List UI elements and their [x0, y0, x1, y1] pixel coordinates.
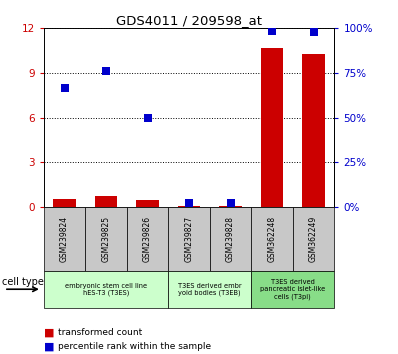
Bar — [44, 207, 85, 271]
Point — [227, 200, 234, 205]
Text: GSM239827: GSM239827 — [185, 216, 193, 262]
Bar — [261, 48, 283, 207]
Bar — [136, 200, 159, 207]
Text: GSM239825: GSM239825 — [101, 216, 111, 262]
Text: percentile rank within the sample: percentile rank within the sample — [58, 342, 211, 352]
Bar — [85, 207, 127, 271]
Bar — [210, 207, 251, 271]
Bar — [127, 207, 168, 271]
Title: GDS4011 / 209598_at: GDS4011 / 209598_at — [116, 14, 262, 27]
Point — [269, 28, 275, 33]
Text: T3ES derived embr
yoid bodies (T3EB): T3ES derived embr yoid bodies (T3EB) — [178, 282, 242, 296]
Text: ■: ■ — [44, 342, 54, 352]
Text: ■: ■ — [44, 328, 54, 338]
Text: T3ES derived
pancreatic islet-like
cells (T3pi): T3ES derived pancreatic islet-like cells… — [260, 279, 326, 299]
Point — [61, 85, 68, 91]
Bar — [293, 207, 334, 271]
Point — [186, 200, 192, 205]
Point — [144, 115, 151, 121]
Text: GSM362249: GSM362249 — [309, 216, 318, 262]
Text: embryonic stem cell line
hES-T3 (T3ES): embryonic stem cell line hES-T3 (T3ES) — [65, 282, 147, 296]
Bar — [53, 199, 76, 207]
Text: transformed count: transformed count — [58, 328, 142, 337]
Bar — [219, 206, 242, 207]
Text: GSM362248: GSM362248 — [267, 216, 277, 262]
Bar — [168, 207, 210, 271]
Bar — [178, 206, 201, 207]
Bar — [44, 271, 168, 308]
Text: GSM239828: GSM239828 — [226, 216, 235, 262]
Bar — [251, 207, 293, 271]
Bar — [95, 196, 117, 207]
Point — [310, 29, 317, 35]
Point — [103, 68, 109, 74]
Text: GSM239824: GSM239824 — [60, 216, 69, 262]
Text: cell type: cell type — [2, 276, 44, 287]
Text: GSM239826: GSM239826 — [143, 216, 152, 262]
Bar — [251, 271, 334, 308]
Bar — [168, 271, 251, 308]
Bar — [302, 55, 325, 207]
